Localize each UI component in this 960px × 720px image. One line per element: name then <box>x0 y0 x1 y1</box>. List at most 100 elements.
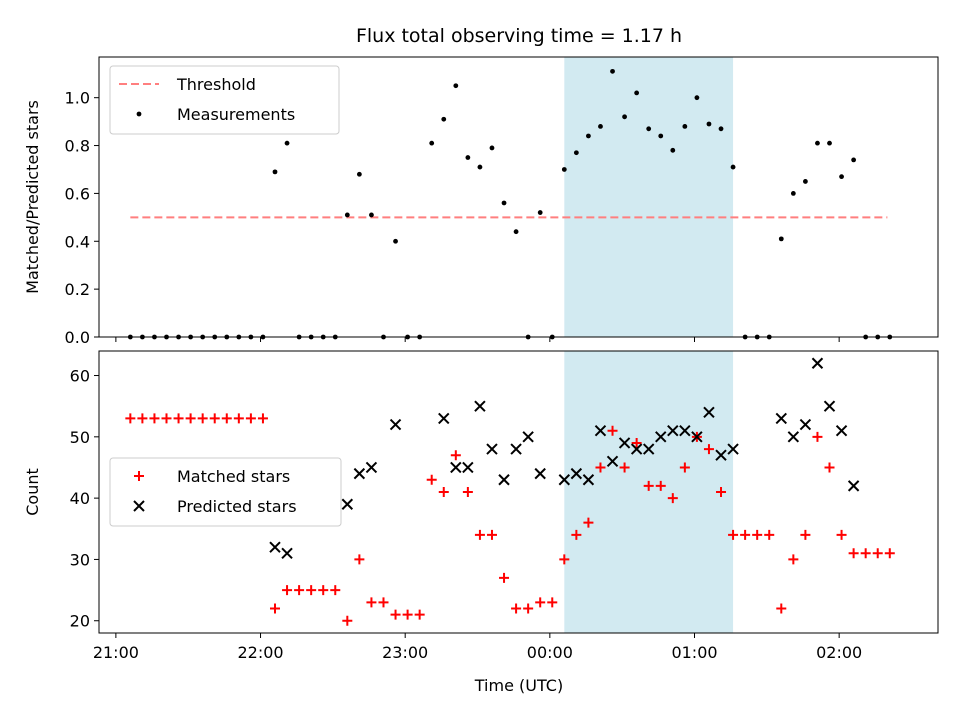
y-tick-label: 50 <box>70 428 90 447</box>
legend-label: Predicted stars <box>177 497 297 516</box>
predicted-star-point <box>389 418 402 431</box>
matched-star-point <box>221 413 232 424</box>
predicted-star-point <box>667 424 679 437</box>
matched-star-point <box>848 548 859 559</box>
matched-star-point <box>161 413 172 424</box>
predicted-star-point <box>365 461 378 474</box>
legend-measurement-swatch <box>136 111 142 117</box>
matched-star-point <box>884 548 895 559</box>
predicted-star-point <box>341 498 354 510</box>
predicted-star-point <box>775 412 787 425</box>
matched-star-point <box>667 493 678 504</box>
matched-star-point <box>595 462 606 473</box>
predicted-star-point <box>618 437 631 449</box>
y-tick-label: 20 <box>70 612 90 631</box>
measurement-point <box>501 200 507 206</box>
matched-star-point <box>306 585 317 596</box>
measurement-point <box>369 212 374 218</box>
predicted-star-point <box>353 467 366 480</box>
x-tick-label: 02:00 <box>816 643 862 662</box>
measurement-point <box>453 83 459 89</box>
axes-frame <box>98 56 939 338</box>
matched-star-point <box>800 529 811 540</box>
measurement-point <box>465 155 471 160</box>
measurement-point <box>694 95 700 101</box>
matched-star-point <box>643 480 654 491</box>
measurement-point <box>682 124 688 129</box>
matched-star-point <box>655 480 666 491</box>
matched-star-point <box>535 597 546 608</box>
matched-star-point <box>209 413 220 424</box>
matched-star-point <box>703 444 714 455</box>
matched-star-point <box>354 554 365 565</box>
predicted-star-point <box>450 461 462 474</box>
y-tick-label: 1.0 <box>65 89 90 108</box>
predicted-star-point <box>281 547 293 560</box>
predicted-star-point <box>847 480 860 492</box>
matched-star-point <box>125 413 136 424</box>
matched-star-point <box>523 603 534 614</box>
matched-star-point <box>631 437 642 448</box>
matched-star-point <box>764 529 775 540</box>
matched-star-point <box>474 529 485 540</box>
predicted-star-point <box>823 400 836 412</box>
y-tick-label: 0.0 <box>65 328 90 347</box>
matched-star-point <box>740 529 751 540</box>
x-tick-label: 01:00 <box>671 643 717 662</box>
matched-star-point <box>462 487 473 497</box>
matched-star-point <box>294 585 305 596</box>
y-tick-label: 40 <box>70 489 90 508</box>
matched-star-point <box>282 585 293 596</box>
matched-star-point <box>173 413 184 424</box>
predicted-star-point <box>787 431 800 443</box>
matched-star-point <box>836 529 847 540</box>
matched-star-point <box>438 487 449 497</box>
x-axis-label: Time (UTC) <box>474 676 563 695</box>
predicted-star-point <box>691 431 703 443</box>
measurement-point <box>658 133 664 139</box>
predicted-star-point <box>679 424 691 437</box>
y-axis-label: Matched/Predicted stars <box>23 100 42 294</box>
matched-star-point <box>571 529 582 540</box>
measurement-point <box>284 140 290 146</box>
matched-star-point <box>788 554 799 565</box>
predicted-star-point <box>594 424 607 437</box>
matched-star-point <box>619 462 630 473</box>
matched-star-point <box>378 597 389 608</box>
matched-star-point <box>860 548 871 559</box>
y-tick-label: 0.2 <box>65 280 90 299</box>
chart-title: Flux total observing time = 1.17 h <box>356 25 682 47</box>
predicted-star-point <box>558 474 571 486</box>
legend-matched-swatch <box>134 471 144 481</box>
predicted-star-point <box>715 449 727 461</box>
measurement-point <box>730 164 736 170</box>
predicted-star-point <box>703 406 715 419</box>
legend-box <box>109 457 342 527</box>
predicted-star-point <box>630 443 643 455</box>
predicted-star-point <box>811 357 824 369</box>
measurement-point <box>839 174 844 180</box>
matched-star-point <box>197 413 208 424</box>
predicted-star-point <box>269 541 281 553</box>
predicted-star-point <box>498 474 510 486</box>
measurement-point <box>513 229 519 235</box>
measurement-point <box>441 116 447 122</box>
measurement-point <box>622 114 627 120</box>
measurement-point <box>634 90 640 96</box>
measurement-point <box>670 147 676 153</box>
measurement-point <box>489 145 495 151</box>
measurement-point <box>561 167 567 172</box>
count-panel: 20 30 40 50 60 21:00 22:00 23:00 00:00 01:00 02:00… <box>23 350 939 662</box>
predicted-star-point <box>462 461 474 474</box>
matched-star-point <box>245 413 256 424</box>
matched-star-point <box>499 572 510 583</box>
measurement-point <box>537 210 543 215</box>
matched-star-point <box>547 597 558 608</box>
highlight-span <box>564 351 734 633</box>
predicted-star-point <box>534 467 546 480</box>
legend-label: Threshold <box>176 75 256 94</box>
matched-star-point <box>812 431 823 442</box>
matched-star-point <box>728 529 739 540</box>
measurement-point <box>815 140 820 146</box>
matched-star-point <box>450 450 461 461</box>
